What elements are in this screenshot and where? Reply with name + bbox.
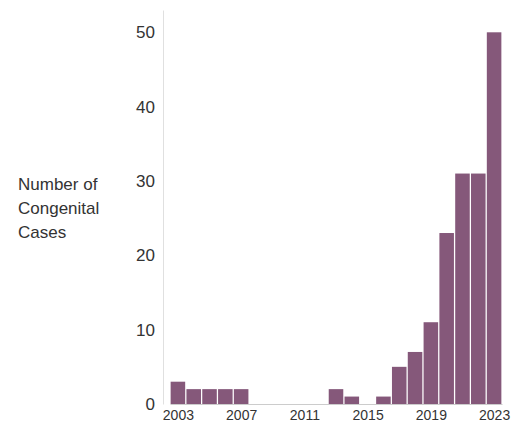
x-tick-label: 2007 — [226, 407, 257, 423]
x-tick-label: 2003 — [163, 407, 194, 423]
bar — [424, 322, 439, 404]
bar — [487, 32, 502, 404]
x-tick: 2003 — [163, 404, 194, 423]
bar — [281, 404, 296, 405]
chart: 2003 2007 2011 2015 2019 2023 0 10 20 30 40 50 Numbe… — [0, 0, 526, 442]
x-tick-label: 2023 — [479, 407, 510, 423]
bars — [171, 32, 502, 404]
y-axis-title: Number of Congenital Cases — [18, 175, 99, 242]
y-tick-label: 50 — [136, 23, 155, 42]
x-tick-label: 2015 — [353, 407, 384, 423]
bar — [186, 389, 201, 404]
bar — [471, 174, 486, 404]
y-tick-label: 40 — [136, 98, 155, 117]
bar — [392, 367, 407, 404]
y-tick: 10 — [136, 321, 163, 340]
x-tick: 2023 — [479, 404, 510, 423]
x-axis-line — [171, 404, 503, 405]
bar — [218, 389, 233, 404]
bar — [313, 404, 328, 405]
y-tick-label: 30 — [136, 172, 155, 191]
y-tick: 0 — [146, 395, 163, 414]
x-tick: 2007 — [226, 404, 257, 423]
y-axis: 0 10 20 30 40 50 — [136, 11, 163, 414]
y-tick-label: 10 — [136, 321, 155, 340]
bar — [360, 404, 375, 405]
y-axis-title-line: Number of — [18, 175, 98, 194]
bar — [265, 404, 280, 405]
x-tick: 2015 — [353, 404, 384, 423]
y-axis-title-line: Cases — [18, 223, 66, 242]
y-tick: 20 — [136, 246, 163, 265]
bar — [234, 389, 249, 404]
bar — [171, 382, 186, 404]
y-tick-label: 20 — [136, 246, 155, 265]
x-axis: 2003 2007 2011 2015 2019 2023 — [163, 404, 511, 423]
bar — [297, 404, 312, 405]
bar — [408, 352, 423, 404]
y-tick: 50 — [136, 23, 163, 42]
bar — [455, 174, 470, 404]
y-tick: 30 — [136, 172, 163, 191]
bar — [329, 389, 344, 404]
y-tick: 40 — [136, 98, 163, 117]
y-axis-title-line: Congenital — [18, 199, 99, 218]
y-axis-line — [163, 11, 164, 405]
y-tick-label: 0 — [146, 395, 155, 414]
x-tick-label: 2019 — [416, 407, 447, 423]
bar — [345, 397, 360, 404]
x-tick: 2019 — [416, 404, 447, 423]
bar — [250, 404, 265, 405]
x-tick-label: 2011 — [290, 407, 320, 423]
x-tick: 2011 — [290, 404, 320, 423]
bar — [439, 233, 454, 404]
bar — [376, 397, 391, 404]
bar — [202, 389, 217, 404]
